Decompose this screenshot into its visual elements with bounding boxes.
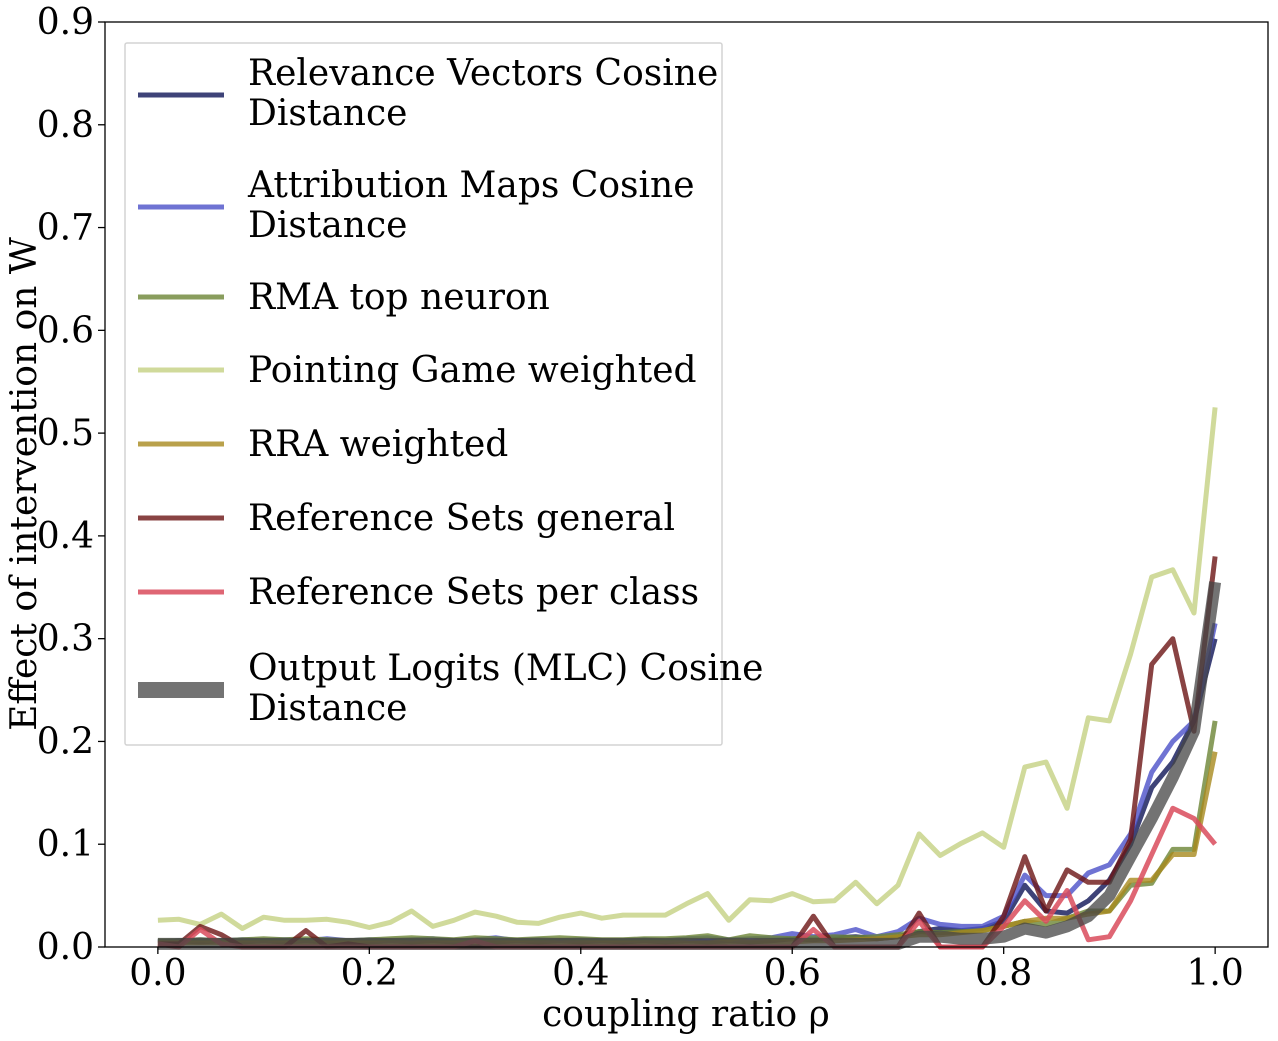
y-axis-label: Effect of intervention on W [4,237,45,731]
y-tick-label: 0.1 [37,824,94,865]
legend-label: Attribution Maps Cosine Distance [247,165,695,246]
plot-frame [104,21,1269,948]
legend-label: Output Logits (MLC) Cosine Distance [248,648,763,729]
legend-label: Reference Sets per class [248,572,699,613]
x-axis-ticks: 0.0 0.2 0.4 0.6 0.8 1.0 [129,947,1244,994]
legend-label: Pointing Game weighted [248,350,697,391]
x-axis-label: coupling ratio ρ [542,994,830,1035]
y-tick-label: 0.5 [37,413,94,454]
y-tick-label: 0.3 [37,619,94,660]
y-axis-ticks: 0.0 0.1 0.2 0.3 0.4 0.5 0.6 0.7 0.8 0.9 [37,2,105,968]
x-tick-label: 1.0 [1187,953,1244,994]
x-tick-label: 0.2 [341,953,398,994]
y-tick-label: 0.9 [37,2,94,43]
y-tick-label: 0.6 [37,310,94,351]
y-tick-label: 0.4 [37,516,94,557]
legend: Relevance Vectors Cosine Distance Attribut… [124,42,763,746]
x-tick-label: 0.8 [975,953,1032,994]
y-tick-label: 0.7 [37,208,94,249]
x-tick-label: 0.6 [764,953,821,994]
legend-label: Reference Sets general [248,498,675,539]
series-line-4 [157,407,1218,931]
y-tick-label: 0.2 [37,721,94,762]
y-tick-label: 0.8 [37,105,94,146]
legend-label: RMA top neuron [248,277,550,318]
x-tick-label: 0.4 [552,953,609,994]
series-line-8 [157,581,1222,950]
x-tick-label: 0.0 [129,953,186,994]
y-tick-label: 0.0 [37,927,94,968]
legend-label: Relevance Vectors Cosine Distance [248,53,718,134]
legend-label: RRA weighted [248,424,508,465]
legend-frame [124,42,723,746]
